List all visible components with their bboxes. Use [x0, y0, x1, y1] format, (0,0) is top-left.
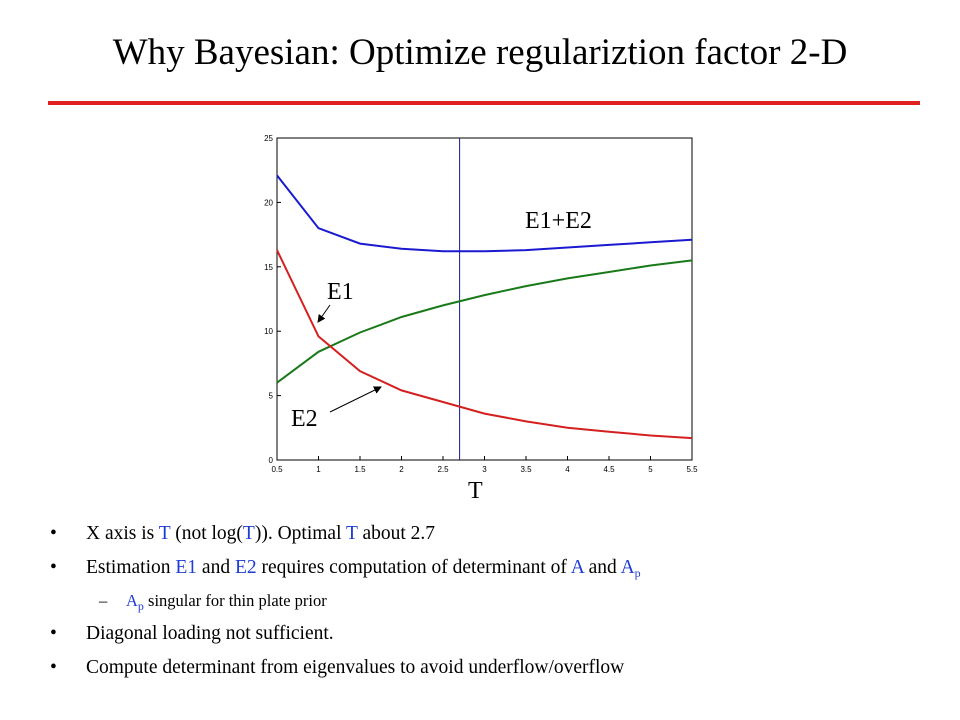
y-axis: 0 5 10 15 20 25 [264, 134, 281, 465]
bullet-2: • Estimation E1 and E2 requires computati… [50, 557, 641, 580]
arrow-e1 [317, 304, 331, 323]
x-tick-label: 2 [399, 465, 404, 474]
y-tick-label: 5 [269, 392, 274, 401]
x-tick-label: 5 [648, 465, 653, 474]
x-tick-label: 1 [316, 465, 321, 474]
bullet-list: • X axis is T (not log(T)). Optimal T abo… [44, 522, 944, 690]
arrow-e2 [329, 386, 382, 413]
slide-title: Why Bayesian: Optimize regulariztion fac… [112, 32, 848, 73]
x-tick-label: 3.5 [520, 465, 532, 474]
x-tick-label: 0.5 [271, 465, 283, 474]
x-tick-label: 4 [565, 465, 570, 474]
label-e2: E2 [291, 406, 318, 432]
x-tick-label: 4.5 [603, 465, 615, 474]
series-line-e1-plus-e2 [276, 174, 693, 253]
x-tick-label: 1.5 [354, 465, 366, 474]
x-axis-label: T [468, 478, 483, 504]
x-tick-label: 3 [482, 465, 487, 474]
x-tick-label: 2.5 [437, 465, 449, 474]
y-tick-label: 20 [264, 198, 273, 207]
y-tick-label: 15 [264, 263, 273, 272]
plot-area [276, 137, 693, 461]
series-line-e1 [276, 249, 693, 440]
label-e1: E1 [327, 279, 354, 305]
bullet-1: • X axis is T (not log(T)). Optimal T abo… [50, 523, 436, 544]
label-e1e2: E1+E2 [525, 208, 592, 234]
series-line-e2 [276, 259, 693, 384]
x-axis: 0.5 1 1.5 2 2.5 3 3.5 4 4.5 5 5.5 [271, 456, 698, 474]
sub-bullet-1: – Ap singular for thin plate prior [99, 591, 327, 613]
y-tick-label: 25 [264, 134, 273, 143]
y-tick-label: 10 [264, 327, 273, 336]
bullet-3: • Diagonal loading not sufficient. [50, 623, 334, 644]
y-tick-label: 0 [269, 456, 274, 465]
title-underline [48, 101, 920, 105]
bullet-4: • Compute determinant from eigenvalues to… [50, 657, 625, 678]
x-tick-label: 5.5 [686, 465, 698, 474]
